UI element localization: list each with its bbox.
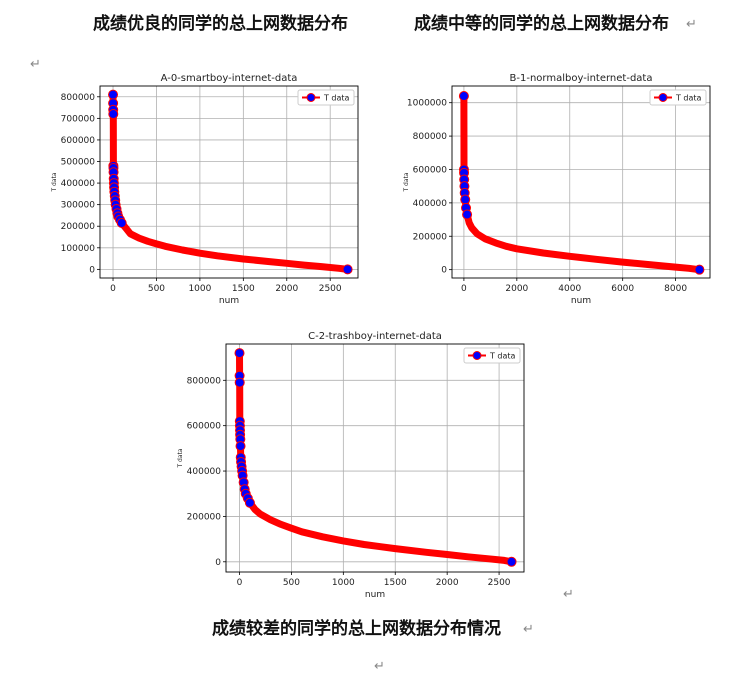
y-tick-label: 0	[441, 266, 447, 276]
data-point	[458, 91, 469, 102]
return-mark: ↵	[563, 587, 574, 602]
x-tick-label: 0	[110, 284, 116, 294]
legend-label: T data	[675, 94, 702, 103]
legend-marker	[306, 93, 316, 102]
data-point	[108, 89, 119, 100]
legend-marker	[472, 351, 482, 360]
caption-top-left: 成绩优良的同学的总上网数据分布	[93, 14, 348, 34]
chart-title: B-1-normalboy-internet-data	[510, 73, 653, 84]
chart-normalboy: B-1-normalboy-internet-data 0 2000 4000 6000…	[403, 73, 711, 306]
x-axis-label: num	[365, 590, 385, 600]
y-tick-label: 400000	[413, 199, 448, 209]
data-point	[116, 217, 127, 228]
y-tick-label: 500000	[61, 158, 96, 168]
series-line	[109, 91, 352, 273]
data-point	[108, 109, 119, 120]
y-tick-label: 600000	[61, 136, 96, 146]
y-tick-label: 600000	[413, 165, 448, 175]
x-tick-label: 0	[237, 578, 243, 588]
plot-frame	[225, 343, 525, 573]
y-tick-label: 800000	[413, 132, 448, 142]
x-tick-label: 0	[461, 284, 467, 294]
x-tick-label: 2500	[319, 284, 342, 294]
y-axis-label: T data	[51, 172, 58, 192]
y-tick-label: 200000	[187, 512, 222, 522]
data-point	[342, 264, 353, 275]
chart-title: A-0-smartboy-internet-data	[161, 73, 298, 84]
return-mark: ↵	[523, 622, 534, 637]
x-tick-label: 1000	[188, 284, 211, 294]
x-tick-label: 2000	[275, 284, 298, 294]
y-tick-label: 0	[89, 265, 95, 275]
series-line	[236, 349, 515, 566]
y-tick-label: 200000	[61, 222, 96, 232]
chart-smartboy: A-0-smartboy-internet-data 0 500 1000 1500 20…	[51, 73, 359, 306]
x-tick-label: 4000	[558, 284, 581, 294]
data-point	[460, 194, 471, 205]
y-tick-label: 400000	[61, 179, 96, 189]
x-tick-label: 8000	[664, 284, 687, 294]
x-tick-label: 2000	[436, 578, 459, 588]
legend-label: T data	[323, 94, 350, 103]
data-point	[234, 377, 245, 388]
y-tick-label: 300000	[61, 201, 96, 211]
x-tick-label: 6000	[611, 284, 634, 294]
y-tick-label: 1000000	[407, 99, 447, 109]
data-point	[694, 264, 705, 275]
return-mark: ↵	[374, 659, 385, 674]
data-point	[235, 441, 246, 452]
y-tick-label: 800000	[187, 376, 222, 386]
x-tick-label: 1000	[332, 578, 355, 588]
y-tick-label: 700000	[61, 114, 96, 124]
return-mark: ↵	[686, 17, 697, 32]
y-tick-label: 400000	[187, 467, 222, 477]
data-point	[462, 209, 473, 220]
y-axis-label: T data	[403, 172, 410, 192]
y-tick-label: 100000	[61, 244, 96, 254]
x-axis-label: num	[571, 296, 591, 306]
x-tick-label: 2000	[505, 284, 528, 294]
caption-top-right: 成绩中等的同学的总上网数据分布	[414, 14, 669, 34]
y-tick-label: 800000	[61, 93, 96, 103]
x-tick-label: 500	[283, 578, 300, 588]
legend-label: T data	[489, 352, 516, 361]
chart-title: C-2-trashboy-internet-data	[308, 331, 442, 342]
data-point	[234, 348, 245, 359]
x-tick-label: 1500	[232, 284, 255, 294]
y-tick-label: 600000	[187, 422, 222, 432]
plot-frame	[451, 85, 711, 279]
data-point	[244, 497, 255, 508]
series-line	[460, 92, 703, 274]
legend-marker	[658, 93, 668, 102]
plot-frame	[99, 85, 359, 279]
x-tick-label: 1500	[384, 578, 407, 588]
x-tick-label: 2500	[488, 578, 511, 588]
chart-trashboy: C-2-trashboy-internet-data 0 500 1000 1500 20…	[177, 331, 525, 600]
y-tick-label: 0	[215, 558, 221, 568]
return-mark: ↵	[30, 57, 41, 72]
caption-bottom: 成绩较差的同学的总上网数据分布情况	[212, 619, 501, 639]
y-axis-label: T data	[177, 448, 184, 468]
y-tick-label: 200000	[413, 232, 448, 242]
data-point	[506, 556, 517, 567]
x-tick-label: 500	[148, 284, 165, 294]
x-axis-label: num	[219, 296, 239, 306]
